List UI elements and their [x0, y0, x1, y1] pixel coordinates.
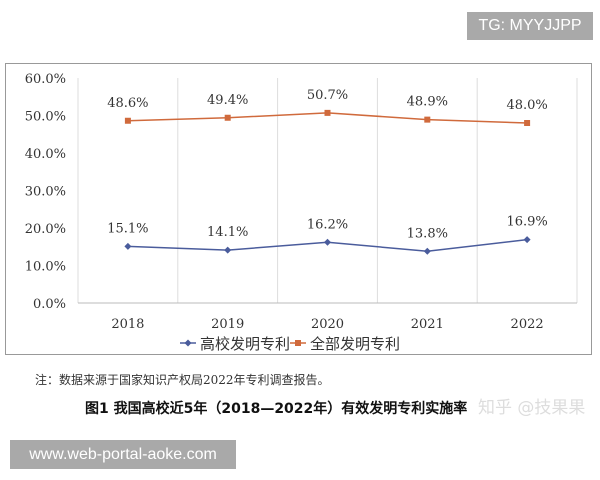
data-point	[523, 236, 531, 244]
data-label: 15.1%	[107, 221, 148, 236]
data-point	[423, 247, 431, 255]
data-label: 48.0%	[506, 98, 547, 113]
data-label: 49.4%	[207, 93, 248, 108]
y-tick-label: 40.0%	[25, 147, 66, 162]
data-label: 13.8%	[407, 226, 448, 241]
data-point	[324, 238, 331, 246]
x-tick-label: 2019	[211, 317, 244, 332]
data-label: 16.2%	[307, 217, 348, 232]
y-tick-label: 60.0%	[25, 72, 66, 87]
data-point	[224, 114, 231, 121]
data-point	[124, 242, 132, 250]
data-label: 50.7%	[307, 88, 348, 103]
data-point	[524, 120, 531, 126]
overlay-tag: TG: MYYJJPP	[467, 12, 593, 40]
y-tick-label: 20.0%	[25, 222, 66, 237]
legend-marker	[295, 340, 301, 346]
figure-caption: 图1 我国高校近5年（2018—2022年）有效发明专利实施率	[85, 401, 468, 417]
x-tick-label: 2022	[511, 317, 544, 332]
x-tick-label: 2021	[411, 317, 444, 332]
legend-label: 全部发明专利	[310, 335, 400, 353]
watermark-url: www.web-portal-aoke.com	[10, 440, 236, 469]
data-point	[124, 117, 131, 124]
data-point	[424, 116, 431, 123]
data-point	[224, 246, 232, 254]
data-label: 48.6%	[107, 96, 148, 111]
data-label: 16.9%	[506, 215, 547, 230]
chart-frame	[5, 63, 592, 355]
chart-note: 注：数据来源于国家知识产权局2022年专利调查报告。	[35, 373, 330, 387]
data-label: 48.9%	[407, 95, 448, 110]
y-tick-label: 0.0%	[33, 297, 66, 312]
y-tick-label: 50.0%	[25, 110, 66, 125]
y-tick-label: 10.0%	[25, 260, 66, 275]
y-tick-label: 30.0%	[25, 185, 66, 200]
data-point	[324, 109, 331, 116]
zhihu-watermark: 知乎 @技果果	[478, 398, 586, 418]
x-tick-label: 2018	[111, 317, 144, 332]
x-tick-label: 2020	[311, 317, 344, 332]
legend-marker	[184, 339, 192, 347]
legend-label: 高校发明专利	[200, 335, 290, 353]
data-label: 14.1%	[207, 225, 248, 240]
